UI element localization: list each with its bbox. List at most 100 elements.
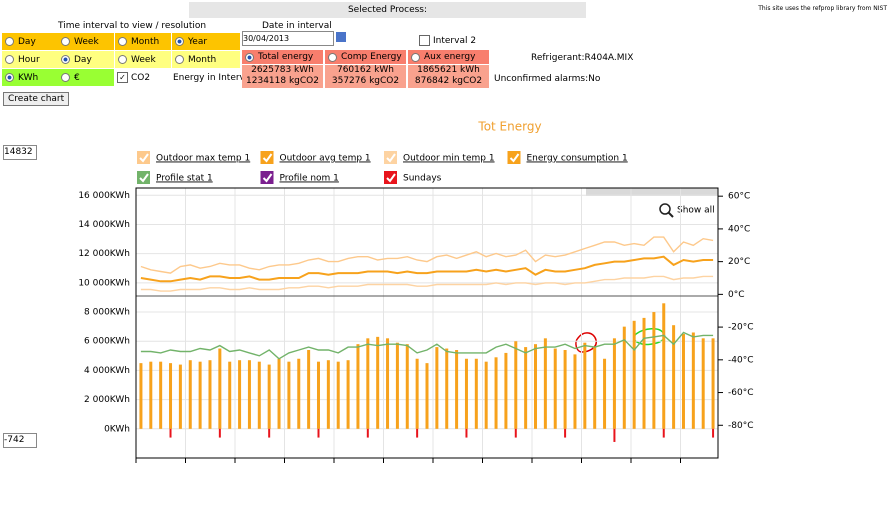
unit-option[interactable]: € <box>58 69 114 86</box>
y2-tick-label: -40°C <box>728 355 753 365</box>
alarms: Unconfirmed alarms:No <box>494 74 601 84</box>
bar <box>336 361 340 429</box>
legend-swatch <box>137 171 150 184</box>
option-label: Week <box>74 36 99 47</box>
legend-label[interactable]: Outdoor avg temp 1 <box>280 154 371 164</box>
option-label: Aux energy <box>424 52 476 62</box>
ymax-input[interactable]: 14832 <box>3 145 37 160</box>
energy-kwh: 1865621 kWh <box>408 65 489 76</box>
annotation-red <box>575 332 597 353</box>
option-label: € <box>74 72 80 83</box>
bar <box>297 358 301 429</box>
bar <box>563 350 567 429</box>
option-label: Comp Energy <box>341 52 402 62</box>
option-label: Week <box>131 54 156 65</box>
bar <box>622 326 626 429</box>
bar <box>445 348 449 429</box>
radio[interactable] <box>5 37 14 46</box>
interval-option[interactable]: Year <box>172 33 240 50</box>
date-label: Date in interval <box>262 21 332 31</box>
nist-note: This site uses the refprop library from … <box>758 5 887 12</box>
radio[interactable] <box>175 37 184 46</box>
y-tick-label: 0KWh <box>104 424 130 434</box>
bar <box>267 364 271 429</box>
energy-option[interactable]: Aux energy <box>408 50 489 64</box>
energy-option[interactable]: Total energy <box>242 50 323 64</box>
scrollbar[interactable] <box>586 188 718 196</box>
option-label: Month <box>188 54 217 65</box>
energy-co2: 357276 kgCO2 <box>325 76 406 88</box>
legend-swatch <box>260 171 274 184</box>
bar <box>169 363 173 429</box>
option-label: Day <box>18 36 36 47</box>
bar <box>455 350 459 429</box>
energy-option[interactable]: Comp Energy <box>325 50 406 64</box>
radio[interactable] <box>245 52 254 62</box>
checkbox[interactable] <box>419 35 430 46</box>
y2-tick-label: 0°C <box>728 290 745 300</box>
zoom-icon[interactable] <box>659 203 671 215</box>
radio[interactable] <box>61 73 70 82</box>
legend-check <box>386 173 396 183</box>
legend-check <box>509 153 520 163</box>
y2-tick-label: -20°C <box>728 323 753 333</box>
radio[interactable] <box>61 37 70 46</box>
interval-option[interactable]: Month <box>115 33 171 50</box>
bar <box>356 344 360 429</box>
legend-label[interactable]: Outdoor max temp 1 <box>156 154 250 164</box>
legend-label[interactable]: Sundays <box>403 174 442 184</box>
radio[interactable] <box>61 55 70 64</box>
bar <box>632 320 636 429</box>
refrigerant: Refrigerant:R404A.MIX <box>531 53 634 63</box>
plot-frame <box>135 187 719 459</box>
checkbox[interactable]: ✓ <box>117 72 128 83</box>
selected-process: Selected Process: <box>347 5 428 15</box>
calendar-icon[interactable] <box>336 32 346 42</box>
legend-label[interactable]: Energy consumption 1 <box>527 154 628 164</box>
y2-tick-label: 40°C <box>728 224 750 234</box>
co2-option[interactable]: ✓ CO2 <box>117 69 167 86</box>
legend-swatch <box>507 151 521 164</box>
resolution-option[interactable]: Week <box>115 51 171 68</box>
bar <box>366 338 370 429</box>
ymin-input[interactable]: -742 <box>3 433 37 448</box>
energy-co2: 1234118 kgCO2 <box>242 76 323 88</box>
radio[interactable] <box>175 55 184 64</box>
radio[interactable] <box>328 52 337 62</box>
bar <box>642 317 646 429</box>
create-chart-button[interactable]: Create chart <box>3 92 70 106</box>
bar <box>474 358 478 429</box>
legend-label[interactable]: Profile nom 1 <box>280 174 339 184</box>
bar <box>257 361 261 429</box>
interval2[interactable]: Interval 2 <box>419 35 476 46</box>
resolution-option[interactable]: Hour <box>2 51 58 68</box>
bar <box>573 354 577 429</box>
option-label: KWh <box>18 72 39 83</box>
bar <box>208 360 212 429</box>
option-label: Year <box>188 36 208 47</box>
y-tick-label: 4 000KWh <box>84 366 130 376</box>
radio[interactable] <box>118 55 127 64</box>
bar <box>494 357 498 429</box>
line <box>140 236 714 274</box>
unit-option[interactable]: KWh <box>2 69 58 86</box>
bar <box>672 325 676 429</box>
show-all[interactable]: Show all <box>677 206 715 216</box>
bar <box>326 360 330 429</box>
interval-option[interactable]: Week <box>58 33 114 50</box>
energy-co2: 876842 kgCO2 <box>408 76 489 88</box>
y2-tick-label: -80°C <box>728 421 753 431</box>
bar <box>178 364 182 429</box>
radio[interactable] <box>5 73 14 82</box>
radio[interactable] <box>5 55 14 64</box>
bar <box>553 348 557 429</box>
resolution-option[interactable]: Month <box>172 51 240 68</box>
radio[interactable] <box>411 52 420 62</box>
bar <box>543 338 547 429</box>
resolution-option[interactable]: Day <box>58 51 114 68</box>
legend-label[interactable]: Profile stat 1 <box>156 174 213 184</box>
radio[interactable] <box>118 37 127 46</box>
legend-label[interactable]: Outdoor min temp 1 <box>403 154 495 164</box>
date-input[interactable]: 30/04/2013 <box>242 31 334 46</box>
interval-option[interactable]: Day <box>2 33 58 50</box>
